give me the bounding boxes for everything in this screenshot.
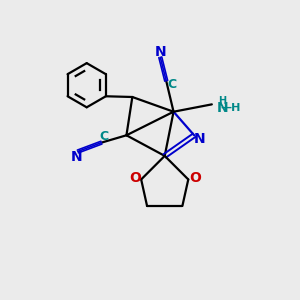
Text: H: H <box>218 96 226 106</box>
Text: —H: —H <box>220 103 241 113</box>
Text: C: C <box>100 130 109 143</box>
Text: N: N <box>154 45 166 59</box>
Text: N: N <box>216 101 228 115</box>
Text: N: N <box>70 150 82 164</box>
Text: O: O <box>189 171 201 185</box>
Text: C: C <box>167 78 176 91</box>
Text: O: O <box>129 171 141 185</box>
Text: N: N <box>194 132 205 146</box>
